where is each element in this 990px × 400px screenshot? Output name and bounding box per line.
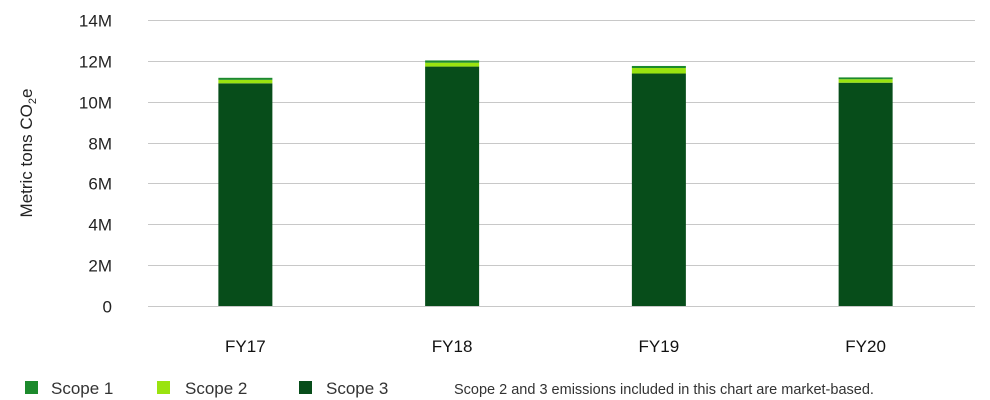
y-axis-label: Metric tons CO2e: [17, 89, 39, 218]
legend: Scope 1 Scope 2 Scope 3: [25, 379, 388, 398]
y-tick-label: 0: [103, 298, 112, 317]
x-tick-label-fy20: FY20: [845, 337, 886, 356]
y-tick-labels: 0 2M 4M 6M 8M 10M 12M 14M: [79, 12, 112, 317]
bar-fy20-scope-1: [838, 77, 893, 80]
bar-fy18-scope-2: [425, 62, 480, 67]
x-tick-labels: FY17 FY18 FY19 FY20: [225, 337, 886, 356]
legend-swatch-scope-3: [299, 381, 312, 394]
bar-fy19-scope-2: [631, 68, 686, 74]
x-tick-label-fy19: FY19: [639, 337, 680, 356]
legend-label-scope-1: Scope 1: [51, 379, 113, 398]
x-tick-label-fy18: FY18: [432, 337, 473, 356]
legend-label-scope-2: Scope 2: [185, 379, 247, 398]
legend-label-scope-3: Scope 3: [326, 379, 388, 398]
y-tick-label: 6M: [88, 175, 112, 194]
y-axis-label-tail: e: [17, 89, 36, 98]
legend-swatch-scope-2: [157, 381, 170, 394]
y-tick-label: 8M: [88, 135, 112, 154]
bar-fy17-scope-3: [218, 83, 273, 306]
bar-fy20-scope-2: [838, 79, 893, 83]
bar-fy17-scope-2: [218, 79, 273, 84]
bar-fy20-scope-3: [838, 82, 893, 306]
bar-fy18-scope-1: [425, 60, 480, 63]
x-tick-label-fy17: FY17: [225, 337, 266, 356]
legend-swatch-scope-1: [25, 381, 38, 394]
bar-fy19-scope-1: [631, 65, 686, 69]
y-axis-label-subscript: 2: [27, 98, 39, 104]
bar-fy17-scope-1: [218, 77, 273, 80]
y-tick-label: 10M: [79, 94, 112, 113]
y-tick-label: 14M: [79, 12, 112, 31]
y-axis-label-main: Metric tons CO: [17, 104, 36, 217]
bar-fy18-scope-3: [425, 66, 480, 306]
y-tick-label: 2M: [88, 257, 112, 276]
bar-fy19-scope-3: [631, 73, 686, 306]
bars: [218, 60, 893, 306]
gridlines: [148, 20, 975, 307]
y-tick-label: 12M: [79, 53, 112, 72]
y-tick-label: 4M: [88, 216, 112, 235]
chart-footnote: Scope 2 and 3 emissions included in this…: [454, 382, 874, 398]
